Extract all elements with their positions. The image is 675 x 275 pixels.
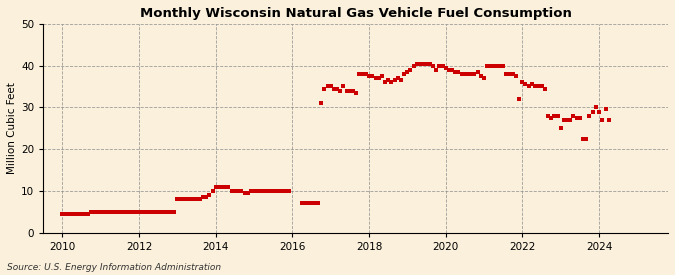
Y-axis label: Million Cubic Feet: Million Cubic Feet [7, 82, 17, 174]
Title: Monthly Wisconsin Natural Gas Vehicle Fuel Consumption: Monthly Wisconsin Natural Gas Vehicle Fu… [140, 7, 572, 20]
Text: Source: U.S. Energy Information Administration: Source: U.S. Energy Information Administ… [7, 263, 221, 272]
